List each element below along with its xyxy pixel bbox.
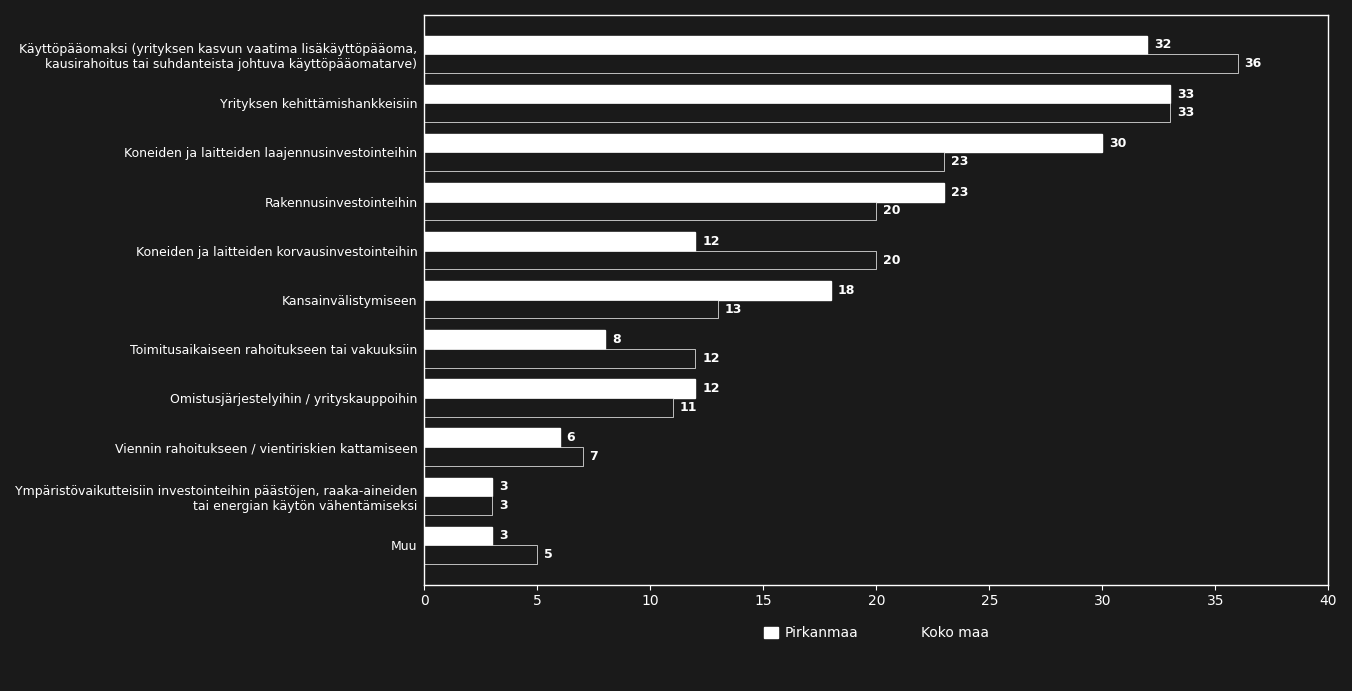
Text: 8: 8	[612, 333, 621, 346]
Text: 12: 12	[702, 235, 719, 248]
Text: 12: 12	[702, 382, 719, 395]
Bar	[425, 398, 673, 417]
Text: 32: 32	[1155, 39, 1172, 51]
Bar	[425, 300, 718, 319]
Text: 36: 36	[1245, 57, 1261, 70]
Text: 3: 3	[499, 499, 507, 512]
Text: 7: 7	[589, 450, 598, 463]
Bar	[425, 104, 1169, 122]
Text: 12: 12	[702, 352, 719, 365]
Bar	[425, 428, 560, 447]
Bar	[425, 36, 1148, 55]
Text: 23: 23	[950, 186, 968, 199]
Bar	[425, 330, 606, 349]
Text: 13: 13	[725, 303, 742, 316]
Bar	[425, 251, 876, 269]
Bar	[425, 153, 944, 171]
Bar	[425, 183, 944, 202]
Text: 20: 20	[883, 254, 900, 267]
Bar	[425, 379, 695, 398]
Bar	[425, 202, 876, 220]
Legend: Pirkanmaa, Koko maa: Pirkanmaa, Koko maa	[758, 621, 994, 646]
Text: 33: 33	[1176, 88, 1194, 101]
Bar	[425, 545, 537, 564]
Bar	[425, 232, 695, 251]
Text: 5: 5	[544, 548, 553, 561]
Text: 33: 33	[1176, 106, 1194, 120]
Bar	[425, 447, 583, 466]
Bar	[425, 477, 492, 496]
Text: 6: 6	[566, 431, 576, 444]
Text: 18: 18	[838, 284, 856, 297]
Text: 23: 23	[950, 155, 968, 169]
Bar	[425, 496, 492, 515]
Text: 3: 3	[499, 480, 507, 493]
Text: 3: 3	[499, 529, 507, 542]
Bar	[425, 134, 1102, 153]
Bar	[425, 527, 492, 545]
Bar	[425, 55, 1238, 73]
Text: 20: 20	[883, 205, 900, 218]
Bar	[425, 281, 831, 300]
Bar	[425, 85, 1169, 104]
Text: 11: 11	[680, 401, 698, 414]
Text: 30: 30	[1109, 137, 1126, 150]
Bar	[425, 349, 695, 368]
